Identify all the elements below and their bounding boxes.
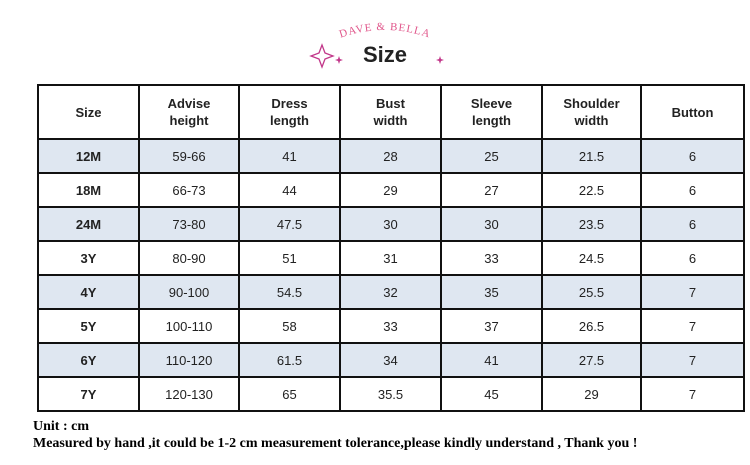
table-cell: 100-110 [138,308,240,344]
table-row: 4Y 90-100 54.5 32 35 25.5 7 [37,274,745,310]
sparkle [309,43,335,69]
table-cell: 80-90 [138,240,240,276]
column-header: Size [37,84,140,140]
table-cell: 33 [339,308,442,344]
table-cell: 73-80 [138,206,240,242]
table-row: 7Y 120-130 65 35.5 45 29 7 [37,376,745,412]
brand-text: DAVE & BELLA [338,21,431,41]
table-cell: 32 [339,274,442,310]
table-cell: 24.5 [541,240,642,276]
table-cell: 6 [640,172,745,208]
unit-note: Unit : cm [33,419,89,434]
table-cell: 58 [238,308,341,344]
table-cell: 7 [640,376,745,412]
table-cell: 47.5 [238,206,341,242]
column-header: Button [640,84,745,140]
table-cell: 25 [440,138,543,174]
header: DAVE & BELLA Size [309,21,444,69]
table-row: 3Y 80-90 51 31 33 24.5 6 [37,240,745,276]
size-cell: 3Y [37,240,140,276]
table-row: 18M 66-73 44 29 27 22.5 6 [37,172,745,208]
table-cell: 6 [640,240,745,276]
table-cell: 59-66 [138,138,240,174]
table-cell: 110-120 [138,342,240,378]
brand: DAVE & BELLA [338,21,432,41]
column-header: Sleeve length [440,84,543,140]
table-cell: 120-130 [138,376,240,412]
table-cell: 28 [339,138,442,174]
column-header: Shoulder width [541,84,642,140]
table-cell: 65 [238,376,341,412]
size-cell: 4Y [37,274,140,310]
table-cell: 41 [440,342,543,378]
size-cell: 5Y [37,308,140,344]
table-cell: 23.5 [541,206,642,242]
table-cell: 7 [640,274,745,310]
table-cell: 30 [339,206,442,242]
table-cell: 29 [339,172,442,208]
table-cell: 33 [440,240,543,276]
column-header: Advise height [138,84,240,140]
table-cell: 61.5 [238,342,341,378]
table-cell: 90-100 [138,274,240,310]
table-cell: 34 [339,342,442,378]
table-cell: 44 [238,172,341,208]
table-cell: 35 [440,274,543,310]
table-cell: 29 [541,376,642,412]
table-cell: 27 [440,172,543,208]
tolerance-note: Measured by hand ,it could be 1-2 cm mea… [33,436,638,451]
table-cell: 6 [640,138,745,174]
table-cell: 45 [440,376,543,412]
size-cell: 7Y [37,376,140,412]
table-cell: 66-73 [138,172,240,208]
table-cell: 25.5 [541,274,642,310]
table-row: 5Y 100-110 58 33 37 26.5 7 [37,308,745,344]
column-header: Dress length [238,84,341,140]
size-table: Size Advise height Dress length Bust width S… [37,84,745,412]
table-cell: 22.5 [541,172,642,208]
sparkle [335,56,343,64]
table-cell: 6 [640,206,745,242]
column-header: Bust width [339,84,442,140]
table-cell: 7 [640,342,745,378]
table-cell: 37 [440,308,543,344]
table-cell: 35.5 [339,376,442,412]
title: Size [363,42,407,67]
table-cell: 27.5 [541,342,642,378]
table-cell: 7 [640,308,745,344]
size-cell: 6Y [37,342,140,378]
table-cell: 51 [238,240,341,276]
table-cell: 21.5 [541,138,642,174]
table-cell: 54.5 [238,274,341,310]
table-cell: 26.5 [541,308,642,344]
table-row: 24M 73-80 47.5 30 30 23.5 6 [37,206,745,242]
sparkle [436,56,444,64]
size-cell: 12M [37,138,140,174]
size-cell: 18M [37,172,140,208]
table-cell: 30 [440,206,543,242]
size-cell: 24M [37,206,140,242]
table-row: 6Y 110-120 61.5 34 41 27.5 7 [37,342,745,378]
header-row: Size Advise height Dress length Bust width S… [37,84,745,140]
table-cell: 31 [339,240,442,276]
table-cell: 41 [238,138,341,174]
table-row: 12M 59-66 41 28 25 21.5 6 [37,138,745,174]
